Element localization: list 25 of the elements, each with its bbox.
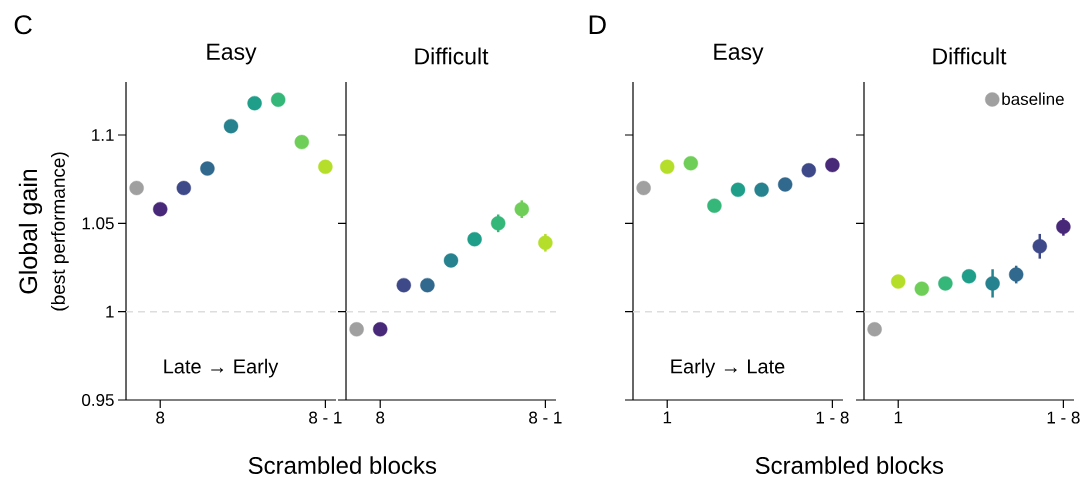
chart-title: Difficult — [933, 47, 1007, 65]
y-tick-label: 1.1 — [92, 129, 114, 141]
text: C — [14, 15, 32, 35]
y-axis-title: Global gain — [18, 169, 43, 294]
y-tick-label: 1.05 — [82, 217, 114, 230]
y-tick-label: 0.95 — [82, 393, 114, 407]
x-tick-label: 8 — [376, 411, 385, 424]
x-tick-label: 8 — [156, 411, 165, 424]
x-axis-title: Scrambled blocks — [248, 456, 437, 474]
annotation: Early → Late — [671, 358, 785, 378]
chart-title: Difficult — [415, 47, 489, 65]
text: (best performance) — [51, 152, 69, 311]
chart-title: Easy — [207, 43, 257, 65]
x-tick-label: 8 - 1 — [529, 411, 562, 424]
annotation: Late → Early — [164, 358, 279, 378]
x-axis-title: Scrambled blocks — [755, 456, 944, 474]
x-tick-label: 1 — [663, 411, 672, 424]
x-tick-label: 1 - 8 — [816, 411, 849, 424]
x-tick-label: 1 - 8 — [1047, 411, 1080, 424]
y-tick-label: 1 — [106, 305, 114, 318]
legend-label: baseline — [1002, 92, 1064, 106]
text: D — [589, 15, 606, 35]
x-tick-label: 8 - 1 — [309, 411, 342, 424]
x-tick-label: 1 — [894, 411, 903, 424]
chart-title: Easy — [714, 43, 764, 65]
